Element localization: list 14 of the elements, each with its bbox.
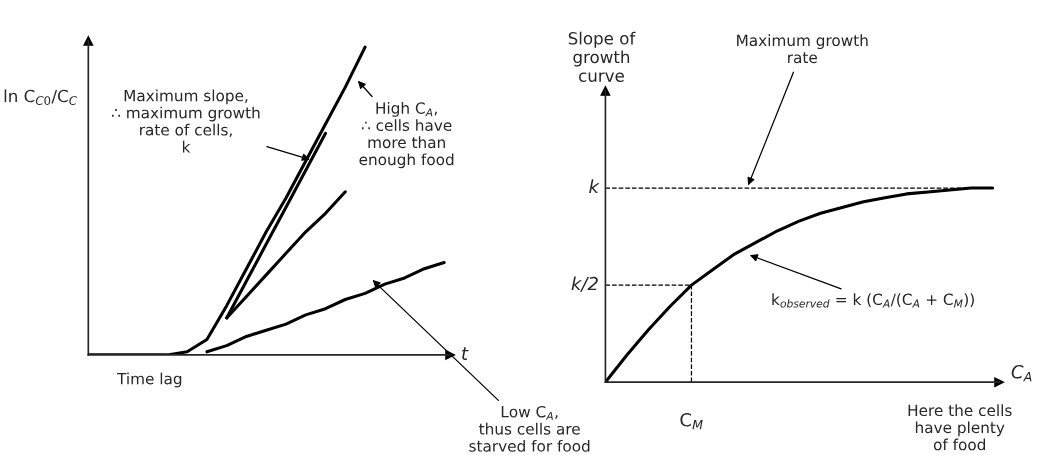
- text: Here the cells have plenty of food: [908, 404, 1012, 451]
- text: Low C$_{A}$, thus cells are starved for food: [469, 405, 590, 452]
- text: Maximum growth rate: [737, 34, 868, 64]
- x-axis-title: t: [462, 347, 469, 360]
- text: C$_{M}$: [680, 412, 703, 430]
- annotation: Maximum slope, ∴ maximum growth rate of cells, k: [112, 89, 260, 153]
- y-axis-title: Slope of growth curve: [568, 31, 636, 82]
- x-axis-title: C$_{A}$: [1011, 364, 1032, 382]
- text: k$_{observed}$ = k (C$_{A}$/(C$_{A}$ + C$_{M}$)): [772, 293, 974, 308]
- ref-line-label: k/2: [571, 276, 598, 292]
- y-axis-title: ln C$_{C0}$/C$_{C}$: [4, 89, 77, 105]
- ref-line-label: k: [589, 179, 600, 194]
- text: Time lag: [117, 372, 182, 388]
- annotation: High C$_{A}$, ∴ cells have more than enough food: [359, 102, 454, 169]
